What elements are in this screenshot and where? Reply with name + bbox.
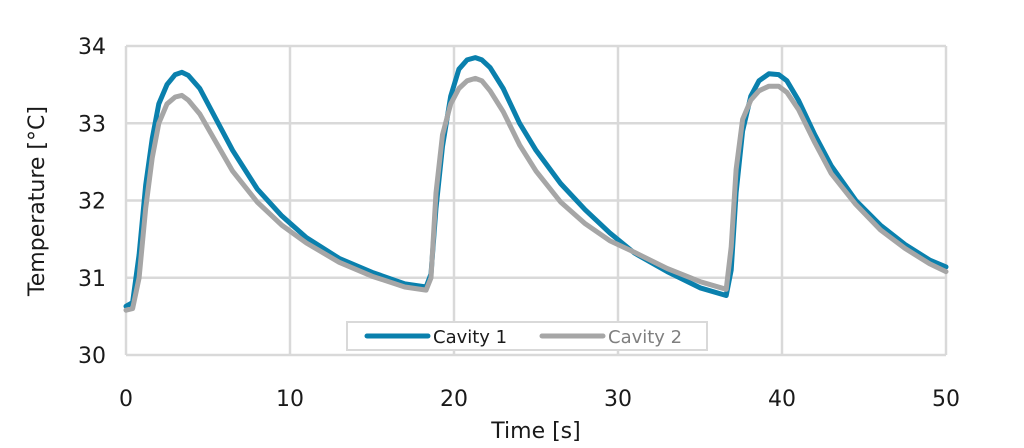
series-line-cavity-2 <box>123 75 949 313</box>
x-tick-label: 30 <box>604 387 632 412</box>
x-tick-label: 10 <box>276 387 304 412</box>
x-tick-label: 20 <box>440 387 468 412</box>
x-tick-label: 50 <box>932 387 960 412</box>
y-tick-label: 30 <box>78 344 106 369</box>
x-tick-label: 0 <box>119 387 133 412</box>
y-tick-label: 31 <box>78 267 106 292</box>
legend-label-cavity-1: Cavity 1 <box>433 327 507 348</box>
series-lines <box>123 55 949 313</box>
legend: Cavity 1 Cavity 2 <box>346 321 708 351</box>
series-line-cavity-1 <box>123 55 949 309</box>
x-axis-title: Time [s] <box>490 419 580 444</box>
x-tick-label: 40 <box>768 387 796 412</box>
y-tick-label: 33 <box>78 112 106 137</box>
legend-label-cavity-2: Cavity 2 <box>608 327 682 348</box>
y-tick-label: 32 <box>78 190 106 215</box>
grid <box>124 44 948 357</box>
y-axis-title: Temperature [°C] <box>25 106 50 297</box>
tick-labels: 30 31 32 33 34 0 10 20 30 40 50 <box>78 35 960 412</box>
y-tick-label: 34 <box>78 35 106 60</box>
